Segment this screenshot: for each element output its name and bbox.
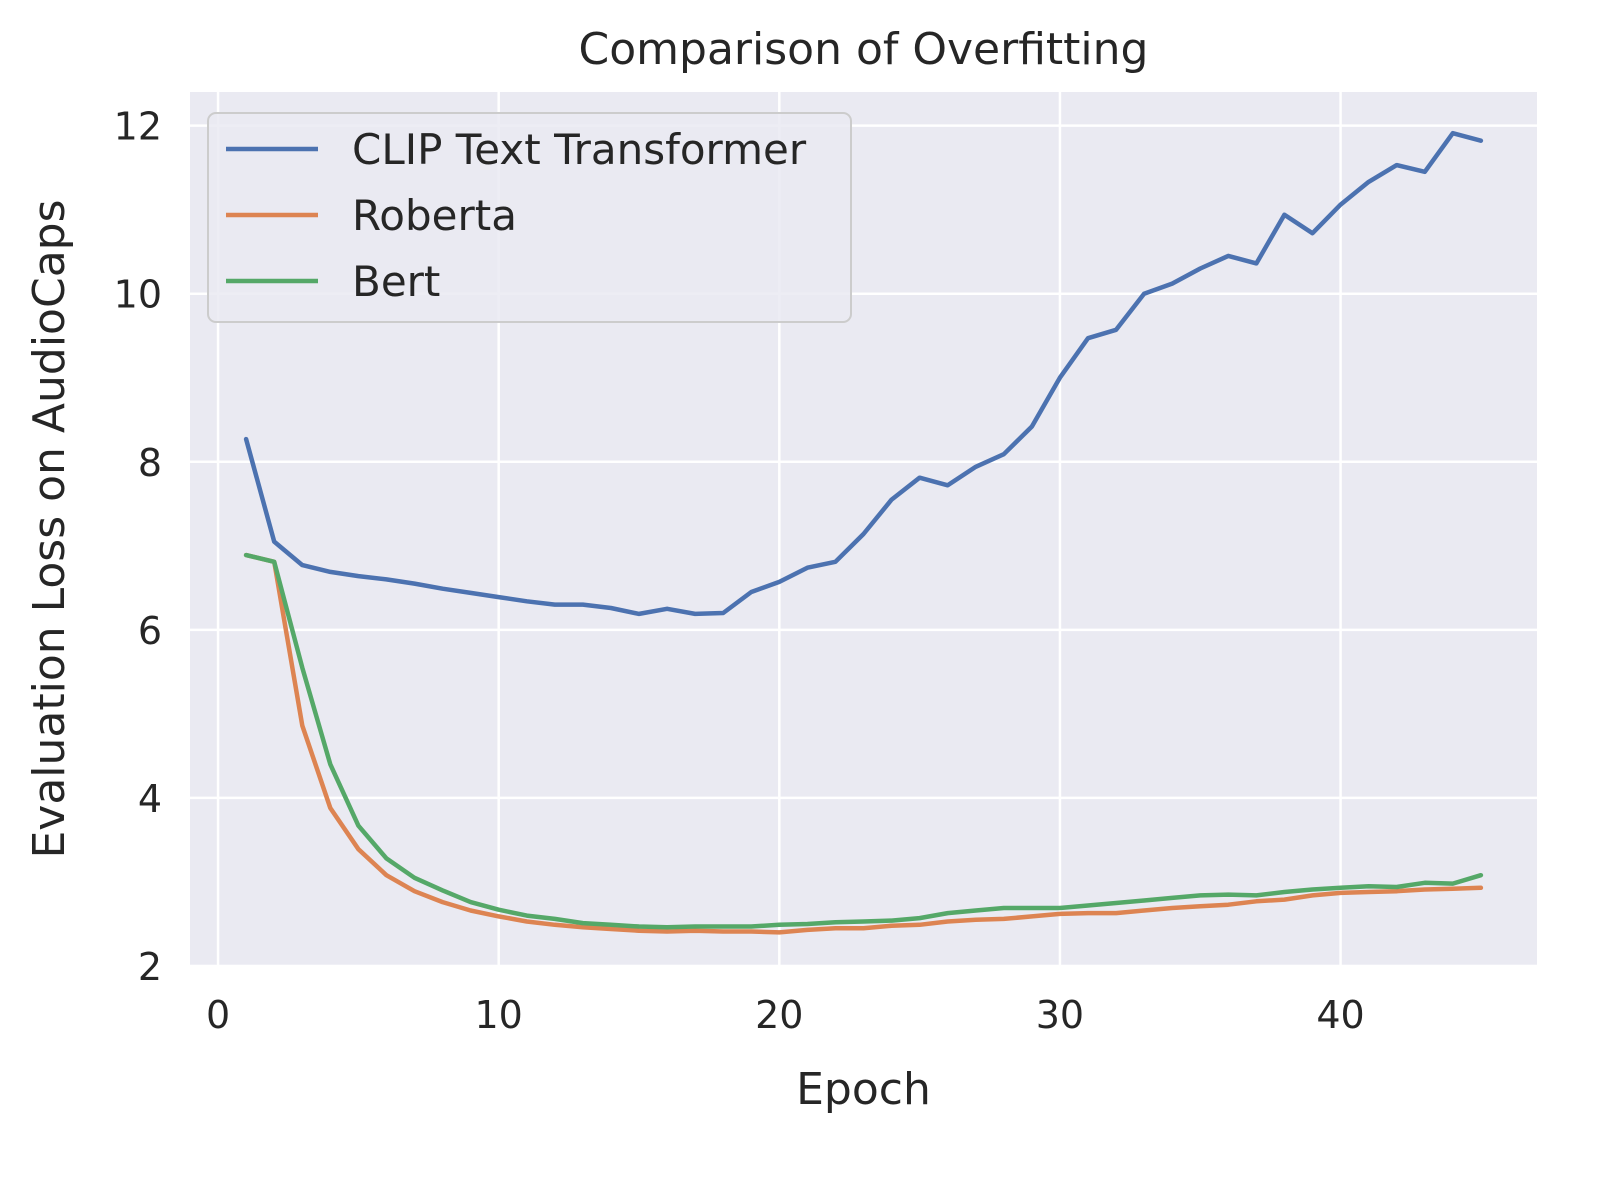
tick-labels: 0 10 20 30 40 2 4 6 8 10 12 — [114, 105, 1365, 1037]
y-tick-label: 10 — [114, 273, 162, 317]
legend: CLIP Text Transformer Roberta Bert — [207, 112, 852, 323]
y-tick-label: 4 — [138, 777, 162, 821]
legend-label: Roberta — [352, 191, 517, 240]
legend-label: Bert — [352, 257, 440, 306]
y-tick-label: 2 — [138, 945, 162, 989]
series-line-bert — [243, 552, 1484, 930]
legend-box — [207, 112, 852, 323]
x-tick-label: 40 — [1316, 993, 1364, 1037]
legend-label: CLIP Text Transformer — [352, 125, 807, 174]
x-tick-label: 30 — [1036, 993, 1084, 1037]
x-axis-label: Epoch — [796, 1064, 931, 1115]
y-axis-label: Evaluation Loss on AudioCaps — [24, 199, 75, 858]
x-tick-label: 10 — [475, 993, 523, 1037]
y-tick-label: 6 — [138, 609, 162, 653]
x-tick-label: 0 — [206, 993, 230, 1037]
series-line-roberta — [243, 552, 1484, 935]
y-tick-label: 12 — [114, 105, 162, 149]
series-line-clip-text-transformer — [243, 130, 1484, 617]
chart-title: Comparison of Overfitting — [579, 24, 1149, 75]
x-tick-label: 20 — [755, 993, 803, 1037]
series-lines — [243, 130, 1484, 935]
y-tick-label: 8 — [138, 441, 162, 485]
